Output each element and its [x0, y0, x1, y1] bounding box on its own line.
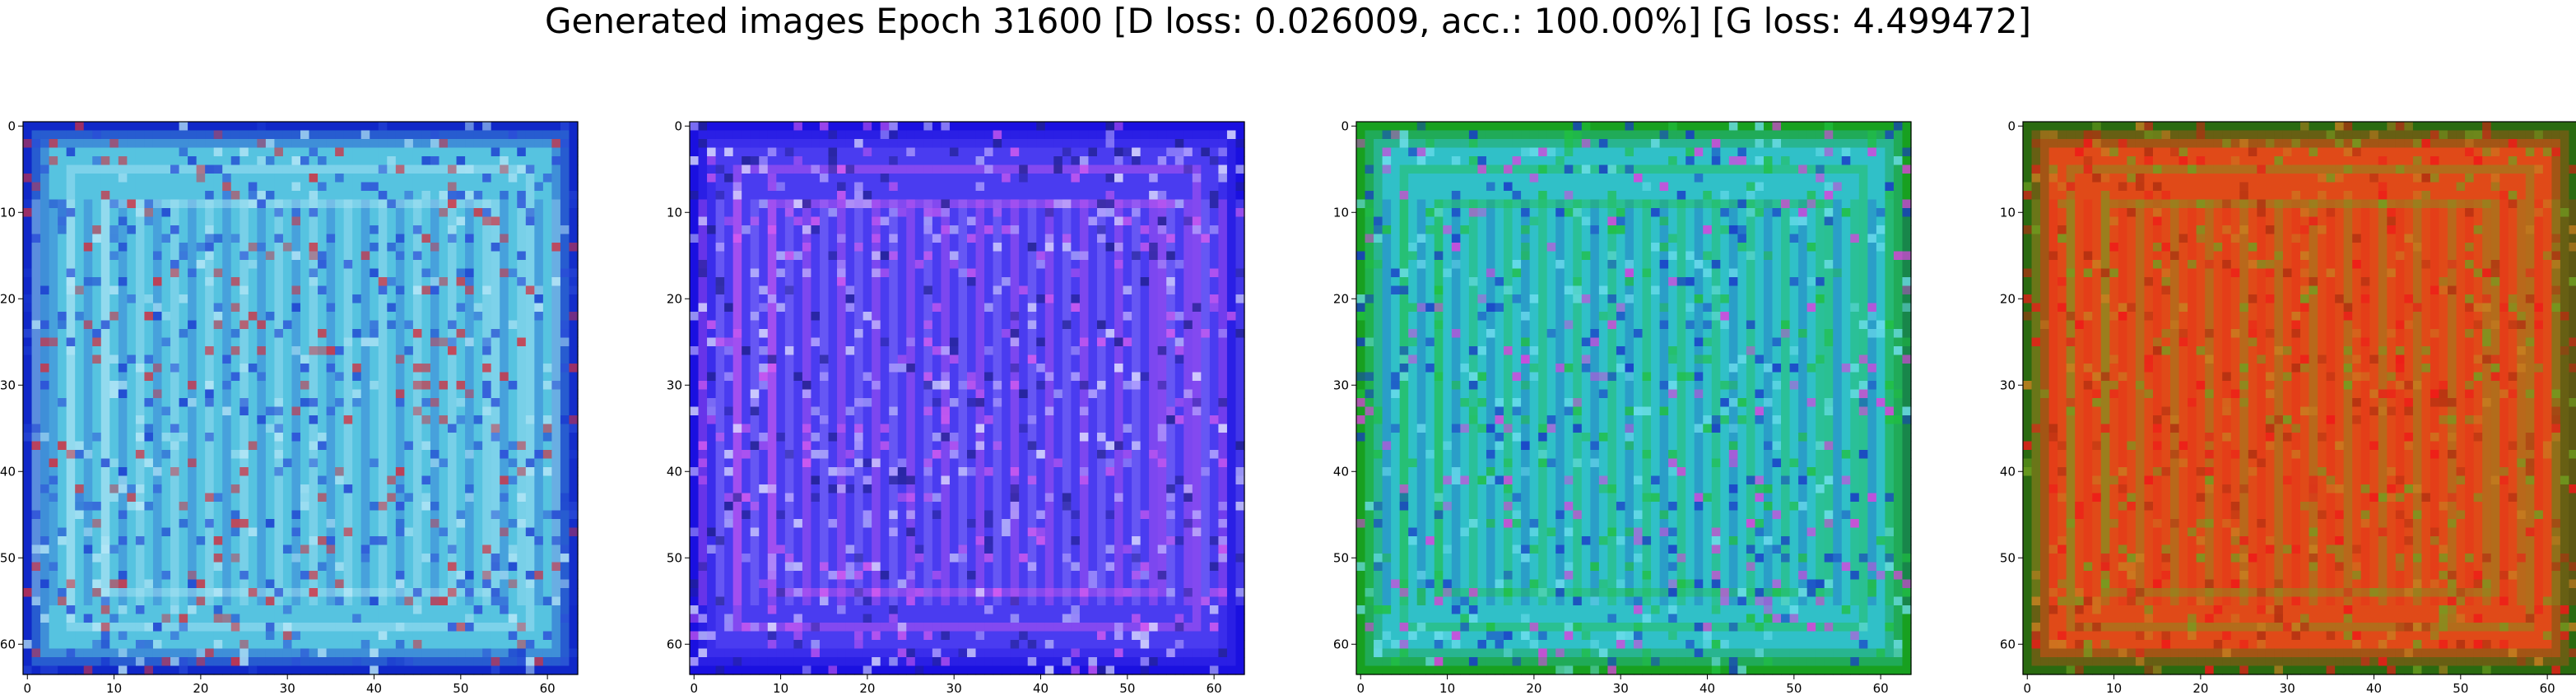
x-tick-label: 30 [2280, 681, 2295, 695]
image-panel-4: 0 10 20 30 40 50 60 0 10 20 30 40 50 60 [2000, 118, 2576, 695]
y-tick-label: 60 [2000, 637, 2016, 651]
y-tick-label: 50 [667, 550, 682, 565]
y-tick-label: 60 [0, 637, 16, 651]
x-tick-label: 60 [1873, 681, 1889, 695]
x-tick-label: 60 [1207, 681, 1222, 695]
x-tick-label: 40 [1700, 681, 1715, 695]
x-tick-label: 20 [2192, 681, 2208, 695]
y-tick-label: 20 [2000, 291, 2016, 306]
y-tick-label: 50 [2000, 550, 2016, 565]
y-tick-label: 60 [1333, 637, 1349, 651]
y-tick-label: 20 [667, 291, 682, 306]
x-tick-label: 50 [1786, 681, 1802, 695]
x-tick-label: 20 [1526, 681, 1541, 695]
x-tick-label: 0 [23, 681, 31, 695]
generated-image-4 [2023, 122, 2576, 675]
y-tick-label: 0 [2007, 118, 2016, 133]
y-tick-label: 0 [1341, 118, 1349, 133]
y-tick-label: 10 [1333, 205, 1349, 220]
y-tick-label: 40 [2000, 464, 2016, 479]
image-panel-1: 0 10 20 30 40 50 60 0 10 20 30 40 50 60 [0, 118, 579, 695]
x-tick-label: 10 [773, 681, 788, 695]
x-tick-label: 0 [2023, 681, 2031, 695]
x-tick-label: 10 [2106, 681, 2122, 695]
axes-frame [1355, 121, 1912, 675]
y-tick-label: 0 [674, 118, 682, 133]
y-tick-label: 30 [1333, 378, 1349, 392]
x-tick-label: 40 [1033, 681, 1049, 695]
generated-image-1 [23, 122, 579, 675]
x-tick-label: 40 [2366, 681, 2382, 695]
axes-frame [22, 121, 579, 675]
generated-image-3 [1356, 122, 1912, 675]
y-tick-label: 30 [0, 378, 16, 392]
y-tick-label: 40 [667, 464, 682, 479]
y-tick-label: 10 [2000, 205, 2016, 220]
x-tick-label: 50 [1119, 681, 1135, 695]
x-tick-label: 20 [859, 681, 875, 695]
image-panel-3: 0 10 20 30 40 50 60 0 10 20 30 40 50 60 [1333, 118, 1912, 695]
x-tick-label: 0 [1356, 681, 1365, 695]
y-tick-label: 40 [0, 464, 16, 479]
x-tick-label: 50 [2453, 681, 2468, 695]
y-tick-label: 50 [1333, 550, 1349, 565]
figure-title: Generated images Epoch 31600 [D loss: 0.… [544, 1, 2032, 41]
x-tick-label: 10 [1439, 681, 1455, 695]
axes-frame [689, 121, 1245, 675]
x-tick-label: 30 [280, 681, 295, 695]
x-tick-label: 0 [690, 681, 698, 695]
y-tick-label: 10 [0, 205, 16, 220]
x-tick-label: 30 [1613, 681, 1629, 695]
y-tick-label: 50 [0, 550, 16, 565]
x-tick-label: 40 [366, 681, 382, 695]
x-tick-label: 60 [540, 681, 556, 695]
x-tick-label: 60 [2540, 681, 2555, 695]
y-tick-label: 20 [1333, 291, 1349, 306]
y-tick-label: 10 [667, 205, 682, 220]
x-tick-label: 50 [453, 681, 468, 695]
x-tick-label: 30 [946, 681, 962, 695]
x-tick-label: 10 [106, 681, 122, 695]
x-tick-label: 20 [193, 681, 208, 695]
y-tick-label: 20 [0, 291, 16, 306]
image-panel-2: 0 10 20 30 40 50 60 0 10 20 30 40 50 60 [667, 118, 1245, 695]
y-tick-label: 30 [2000, 378, 2016, 392]
y-tick-label: 30 [667, 378, 682, 392]
y-tick-label: 0 [7, 118, 16, 133]
y-tick-label: 60 [667, 637, 682, 651]
axes-frame [2022, 121, 2576, 675]
y-tick-label: 40 [1333, 464, 1349, 479]
generated-image-2 [690, 122, 1245, 675]
